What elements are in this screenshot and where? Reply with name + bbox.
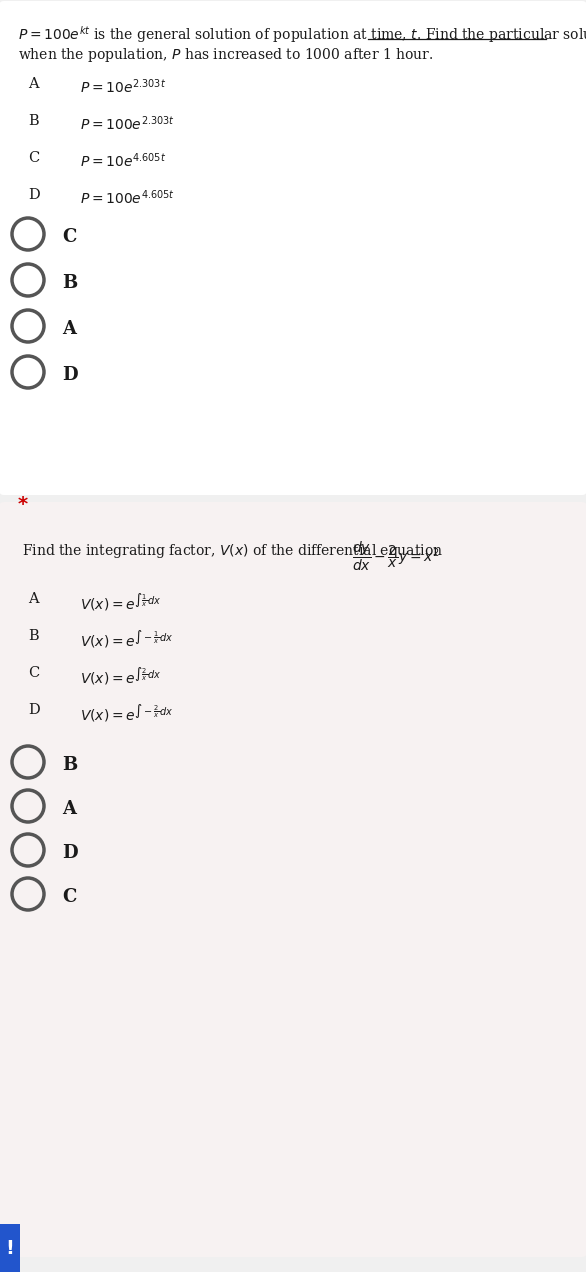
Text: A: A: [62, 321, 76, 338]
FancyBboxPatch shape: [0, 1, 586, 495]
FancyBboxPatch shape: [0, 1224, 20, 1272]
Text: $P=100e^{kt}$ is the general solution of population at time, $t$. Find the parti: $P=100e^{kt}$ is the general solution of…: [18, 24, 586, 45]
Text: B: B: [28, 114, 39, 128]
Text: C: C: [28, 151, 39, 165]
Text: C: C: [62, 888, 76, 906]
Text: D: D: [62, 845, 77, 862]
Text: $V(x)=e^{\int -\frac{1}{x}dx}$: $V(x)=e^{\int -\frac{1}{x}dx}$: [80, 628, 173, 651]
Text: $P=100e^{4.605t}$: $P=100e^{4.605t}$: [80, 188, 175, 206]
Text: A: A: [28, 591, 39, 605]
FancyBboxPatch shape: [0, 502, 586, 1257]
Text: $V(x)=e^{\int -\frac{2}{x}dx}$: $V(x)=e^{\int -\frac{2}{x}dx}$: [80, 703, 173, 725]
Text: !: !: [5, 1239, 15, 1258]
Text: C: C: [28, 667, 39, 681]
Text: D: D: [62, 366, 77, 384]
Text: Find the integrating factor, $V(x)$ of the differential equation: Find the integrating factor, $V(x)$ of t…: [22, 542, 443, 560]
Text: B: B: [28, 628, 39, 644]
Text: A: A: [62, 800, 76, 818]
Text: B: B: [62, 756, 77, 773]
Text: $V(x)=e^{\int \frac{1}{x}dx}$: $V(x)=e^{\int \frac{1}{x}dx}$: [80, 591, 162, 614]
Text: $\dfrac{dy}{dx} - \dfrac{2}{x}y = x^2$: $\dfrac{dy}{dx} - \dfrac{2}{x}y = x^2$: [352, 541, 440, 574]
Text: D: D: [28, 188, 40, 202]
Text: $P=10e^{2.303t}$: $P=10e^{2.303t}$: [80, 78, 166, 95]
Text: *: *: [18, 495, 28, 514]
Text: B: B: [62, 273, 77, 293]
Text: $V(x)=e^{\int \frac{2}{x}dx}$: $V(x)=e^{\int \frac{2}{x}dx}$: [80, 667, 162, 688]
Text: A: A: [28, 78, 39, 92]
Text: $P=100e^{2.303t}$: $P=100e^{2.303t}$: [80, 114, 175, 132]
Text: D: D: [28, 703, 40, 717]
Text: $P=10e^{4.605t}$: $P=10e^{4.605t}$: [80, 151, 166, 169]
Text: when the population, $P$ has increased to 1000 after 1 hour.: when the population, $P$ has increased t…: [18, 46, 433, 64]
Text: C: C: [62, 228, 76, 245]
